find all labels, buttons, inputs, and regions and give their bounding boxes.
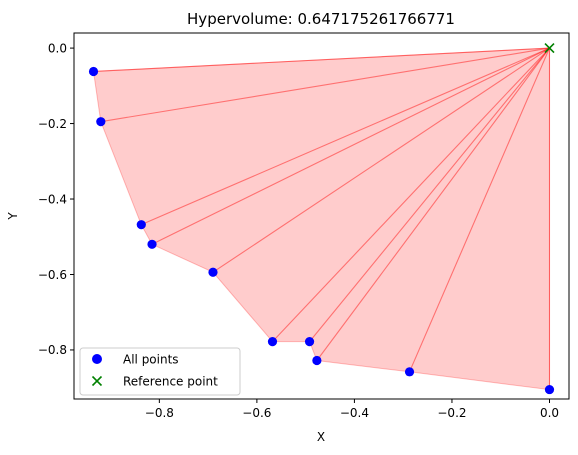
ray-line <box>100 47 550 123</box>
hypervolume-region <box>92 47 550 391</box>
reference-point-marker <box>544 43 555 54</box>
data-point <box>88 66 99 77</box>
x-tick-label: 0.0 <box>540 406 559 420</box>
data-point <box>147 239 157 249</box>
data-point <box>136 220 146 230</box>
x-tick-label: −0.2 <box>437 406 466 420</box>
ray-line <box>141 47 550 226</box>
y-tick-label: −0.2 <box>38 117 67 131</box>
data-point <box>544 384 555 395</box>
data-point <box>312 355 322 366</box>
data-point <box>208 267 218 277</box>
y-tick-label: −0.4 <box>38 192 67 206</box>
ray-line <box>272 47 550 343</box>
ray-line <box>151 47 550 245</box>
x-tick-label: −0.8 <box>145 406 174 420</box>
legend-label-all-points: All points <box>123 353 179 367</box>
ray-lines <box>93 47 551 390</box>
data-point <box>304 337 315 347</box>
x-axis-label: X <box>317 430 325 444</box>
ray-line <box>93 47 550 73</box>
legend-marker-reference-point <box>91 375 103 387</box>
legend: All points Reference point <box>79 347 241 396</box>
x-tick-label: −0.4 <box>340 406 369 420</box>
hypervolume-fill <box>92 47 550 391</box>
x-axis-ticks: −0.8 −0.6 −0.4 −0.2 0.0 <box>145 399 559 420</box>
reference-points <box>544 43 555 54</box>
data-points <box>88 66 555 395</box>
ray-line <box>316 47 550 361</box>
y-axis-ticks: 0.0 −0.2 −0.4 −0.6 −0.8 <box>38 41 74 357</box>
y-tick-label: −0.8 <box>38 343 67 357</box>
x-tick-label: −0.6 <box>242 406 271 420</box>
y-tick-label: −0.6 <box>38 268 67 282</box>
data-point <box>404 367 415 377</box>
legend-box <box>79 347 241 396</box>
data-point <box>267 337 278 347</box>
ray-line <box>409 47 550 373</box>
legend-marker-all-points <box>92 354 102 364</box>
ray-line <box>212 47 550 273</box>
legend-label-reference-point: Reference point <box>123 375 218 389</box>
ray-line <box>309 47 550 342</box>
axes-frame <box>73 32 570 400</box>
data-point <box>96 117 106 127</box>
y-axis-label: Y <box>6 212 20 221</box>
chart-title: Hypervolume: 0.647175261766771 <box>187 10 455 28</box>
y-tick-label: 0.0 <box>48 41 67 55</box>
reference-point-stroke <box>544 43 555 54</box>
